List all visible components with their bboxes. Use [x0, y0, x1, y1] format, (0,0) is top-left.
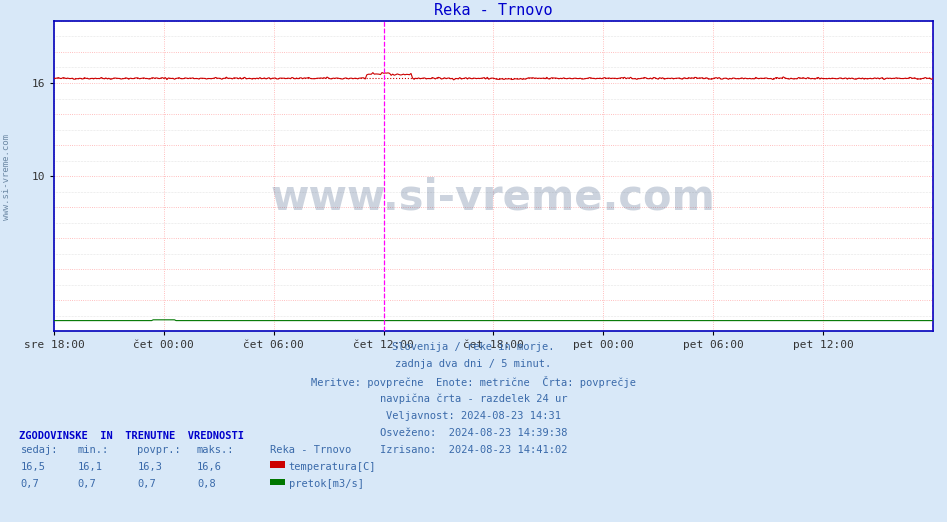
Text: www.si-vreme.com: www.si-vreme.com	[271, 177, 716, 219]
Text: 0,7: 0,7	[21, 479, 40, 489]
Text: Slovenija / reke in morje.: Slovenija / reke in morje.	[392, 342, 555, 352]
Text: www.si-vreme.com: www.si-vreme.com	[2, 135, 11, 220]
Text: 0,7: 0,7	[78, 479, 97, 489]
Text: Izrisano:  2024-08-23 14:41:02: Izrisano: 2024-08-23 14:41:02	[380, 445, 567, 455]
Text: Meritve: povprečne  Enote: metrične  Črta: povprečje: Meritve: povprečne Enote: metrične Črta:…	[311, 376, 636, 388]
Text: temperatura[C]: temperatura[C]	[289, 462, 376, 472]
Title: Reka - Trnovo: Reka - Trnovo	[434, 3, 553, 18]
Text: Reka - Trnovo: Reka - Trnovo	[270, 445, 351, 455]
Text: 16,5: 16,5	[21, 462, 45, 472]
Text: maks.:: maks.:	[197, 445, 235, 455]
Text: navpična črta - razdelek 24 ur: navpična črta - razdelek 24 ur	[380, 394, 567, 404]
Text: pretok[m3/s]: pretok[m3/s]	[289, 479, 364, 489]
Text: 16,3: 16,3	[137, 462, 162, 472]
Text: ZGODOVINSKE  IN  TRENUTNE  VREDNOSTI: ZGODOVINSKE IN TRENUTNE VREDNOSTI	[19, 431, 244, 441]
Text: 0,8: 0,8	[197, 479, 216, 489]
Text: 16,6: 16,6	[197, 462, 222, 472]
Text: 0,7: 0,7	[137, 479, 156, 489]
Text: Osveženo:  2024-08-23 14:39:38: Osveženo: 2024-08-23 14:39:38	[380, 428, 567, 438]
Text: min.:: min.:	[78, 445, 109, 455]
Text: zadnja dva dni / 5 minut.: zadnja dva dni / 5 minut.	[396, 359, 551, 369]
Text: povpr.:: povpr.:	[137, 445, 181, 455]
Text: 16,1: 16,1	[78, 462, 102, 472]
Text: Veljavnost: 2024-08-23 14:31: Veljavnost: 2024-08-23 14:31	[386, 411, 561, 421]
Text: sedaj:: sedaj:	[21, 445, 59, 455]
